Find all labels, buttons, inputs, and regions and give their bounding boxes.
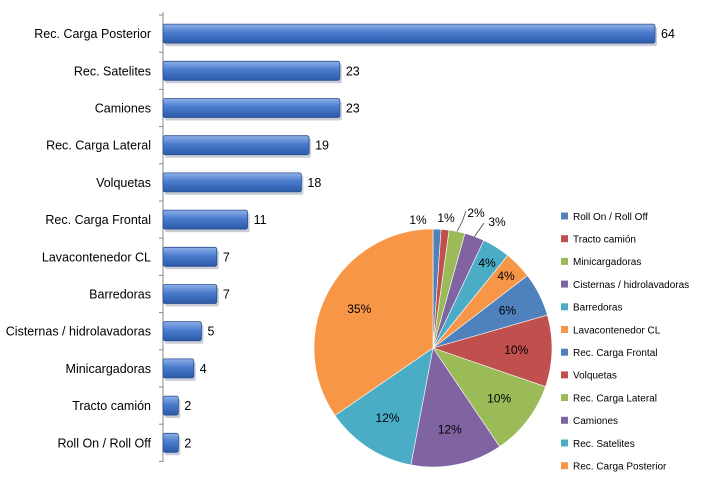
legend-swatch <box>561 394 568 402</box>
legend-swatch <box>561 303 568 311</box>
bar-value-label: 7 <box>223 288 230 302</box>
pie-slice-7 <box>432 314 553 388</box>
bar-value-label: 4 <box>200 362 207 376</box>
legend-label: Volquetas <box>573 371 617 382</box>
bar-category-label: Tracto camión <box>72 399 151 413</box>
bar-category-label: Rec. Carga Lateral <box>46 139 151 153</box>
bar-category-label: Rec. Carga Posterior <box>34 27 151 41</box>
bar-category-label: Minicargadoras <box>66 362 151 376</box>
pie-leader-line <box>456 210 467 232</box>
bar-value-label: 64 <box>661 27 675 41</box>
pie-slice-label: 10% <box>487 392 511 406</box>
bar-category-label: Rec. Carga Frontal <box>45 213 151 227</box>
bar-7 <box>162 284 218 304</box>
bar-category-label: Lavacontenedor CL <box>42 250 151 264</box>
legend-swatch <box>561 326 568 333</box>
bar-8 <box>162 321 202 342</box>
pie-slice-label: 10% <box>504 343 528 357</box>
legend-label: Rec. Carga Frontal <box>573 348 657 359</box>
pie-slice-11 <box>313 228 434 416</box>
pie-slice-label: 12% <box>376 411 400 425</box>
pie-slice-label: 12% <box>438 423 462 437</box>
pie-slice-9 <box>410 347 501 468</box>
pie-slice-8 <box>432 347 546 448</box>
legend-swatch <box>561 462 568 470</box>
pie-slice-label: 3% <box>488 215 506 229</box>
pie-slice-label: 4% <box>497 269 515 283</box>
bar-category-label: Cisternas / hidrolavadoras <box>6 325 151 339</box>
bar-10 <box>162 395 179 416</box>
legend-label: Rec. Carga Lateral <box>573 393 657 404</box>
bar-9 <box>162 358 195 379</box>
bar-value-label: 11 <box>254 213 267 227</box>
bar-value-label: 2 <box>184 399 191 413</box>
legend-swatch <box>561 212 568 220</box>
legend-label: Lavacontenedor CL <box>573 325 661 336</box>
legend-label: Rec. Satelites <box>573 439 635 450</box>
legend-swatch <box>561 257 568 265</box>
bar-4 <box>162 172 302 193</box>
legend-label: Tracto camión <box>573 235 636 246</box>
bar-1 <box>162 60 341 81</box>
bar-value-label: 23 <box>346 64 360 78</box>
legend-swatch <box>561 416 568 424</box>
pie-slice-label: 2% <box>467 206 485 220</box>
legend-label: Barredoras <box>573 303 622 314</box>
bar-5 <box>162 209 248 230</box>
bar-11 <box>162 432 179 453</box>
pie-slice-label: 4% <box>478 256 496 270</box>
legend-swatch <box>561 280 568 288</box>
pie-slice-label: 1% <box>437 211 455 225</box>
bar-category-label: Rec. Satelites <box>74 64 151 78</box>
pie-leader-line <box>474 222 485 237</box>
bar-category-label: Camiones <box>95 102 151 116</box>
bar-6 <box>162 246 218 267</box>
pie-slice-label: 6% <box>499 303 517 317</box>
legend-label: Roll On / Roll Off <box>573 212 648 223</box>
bar-value-label: 5 <box>207 325 214 339</box>
bar-category-label: Volquetas <box>96 176 151 190</box>
bar-value-label: 2 <box>184 436 191 450</box>
pie-slice-label: 1% <box>409 213 427 227</box>
bar-value-label: 19 <box>315 139 329 153</box>
pie-slice-10 <box>334 347 434 466</box>
pie-legend: Roll On / Roll Off Tracto camión Minicarga… <box>561 212 689 473</box>
bar-category-label: Roll On / Roll Off <box>57 436 151 450</box>
bar-3 <box>162 135 310 156</box>
legend-label: Camiones <box>573 416 618 427</box>
bar-0 <box>162 23 656 44</box>
bar-chart: Rec. Carga Posterior 64 Rec. Satelites 23 Ca… <box>6 12 675 462</box>
legend-label: Minicargadoras <box>573 257 641 268</box>
legend-swatch <box>561 235 568 243</box>
legend-label: Rec. Carga Posterior <box>573 462 667 473</box>
legend-swatch <box>561 348 568 356</box>
bar-category-label: Barredoras <box>89 288 151 302</box>
legend-swatch <box>561 371 568 379</box>
legend-swatch <box>561 439 568 447</box>
legend-label: Cisternas / hidrolavadoras <box>573 280 689 291</box>
bar-value-label: 18 <box>307 176 321 190</box>
bar-2 <box>162 98 341 118</box>
pie-chart: 1% 1% 2%3% 4%4% 6% 10% 10% 12% 12% 35% <box>313 206 553 468</box>
bar-value-label: 23 <box>346 102 360 116</box>
bar-value-label: 7 <box>223 250 230 264</box>
pie-slice-label: 35% <box>347 302 371 316</box>
